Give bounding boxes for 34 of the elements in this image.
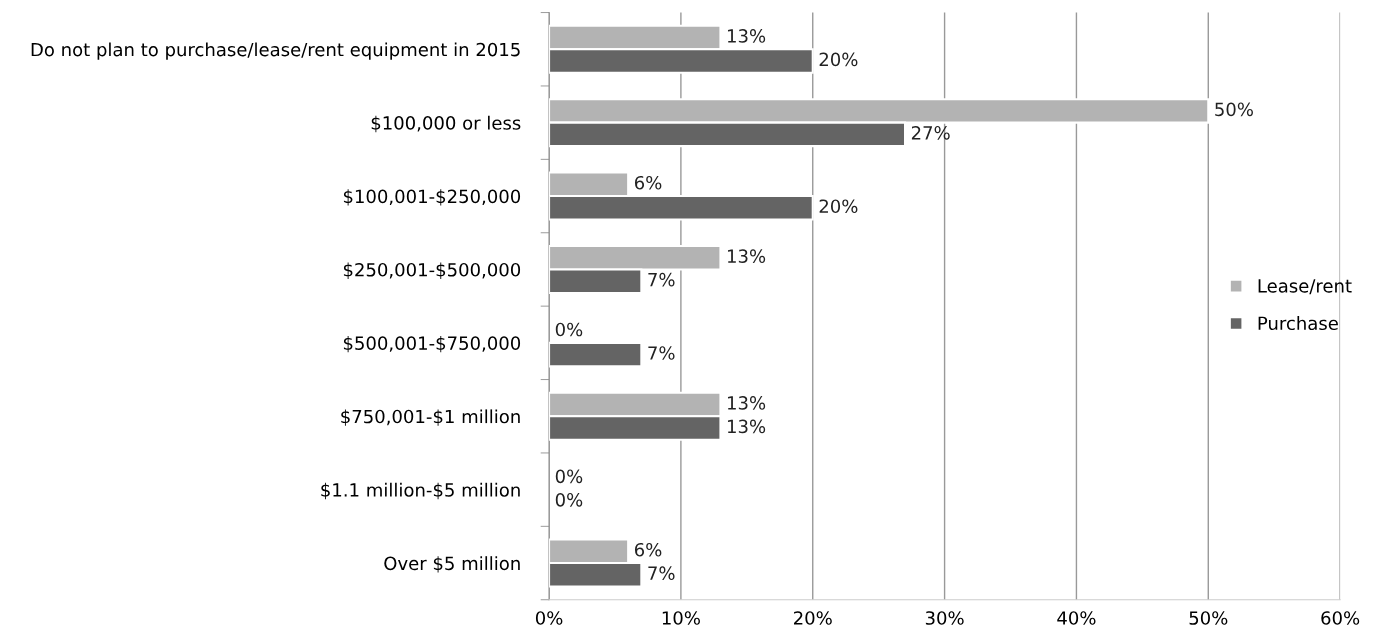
data-label: 7% xyxy=(648,566,675,581)
data-label: 6% xyxy=(634,175,662,190)
data-label: 6% xyxy=(634,542,662,557)
y-tick-label: $1.1 million-$5 million xyxy=(321,482,520,500)
x-tick-label: 50% xyxy=(1189,611,1228,625)
y-tick-label: $750,001-$1 million xyxy=(341,409,520,426)
data-label: 13% xyxy=(727,419,766,434)
bar xyxy=(549,341,643,368)
data-label: 0% xyxy=(555,469,583,484)
y-tick-label: $500,001-$750,000 xyxy=(343,335,521,353)
legend-label: Lease/rent xyxy=(1258,279,1352,295)
data-label: 13% xyxy=(727,249,766,263)
x-tick-label: 0% xyxy=(535,611,563,625)
data-label: 50% xyxy=(1215,102,1253,117)
data-label: 0% xyxy=(555,322,583,337)
data-label: 13% xyxy=(727,396,766,410)
y-tick-label: Do not plan to purchase/lease/rent equipment in 2015 xyxy=(31,42,520,60)
y-tick-label: $250,001-$500,000 xyxy=(343,262,521,279)
x-tick-label: 30% xyxy=(925,611,964,625)
data-label: 20% xyxy=(819,52,858,67)
data-label: 0% xyxy=(555,492,583,507)
data-label: 7% xyxy=(648,346,675,360)
y-tick-label: $100,000 or less xyxy=(371,115,521,133)
x-tick-label: 40% xyxy=(1057,611,1096,625)
data-label: 7% xyxy=(648,272,675,287)
y-tick-label: $100,001-$250,000 xyxy=(343,189,521,206)
x-tick-label: 60% xyxy=(1321,611,1360,625)
data-label: 20% xyxy=(819,199,858,214)
data-label: 13% xyxy=(727,29,766,43)
x-tick-label: 20% xyxy=(794,611,832,625)
data-label: 27% xyxy=(911,125,950,140)
x-tick-label: 10% xyxy=(662,611,700,625)
y-tick-label: Over $5 million xyxy=(384,556,520,573)
legend-label: Purchase xyxy=(1258,316,1338,331)
